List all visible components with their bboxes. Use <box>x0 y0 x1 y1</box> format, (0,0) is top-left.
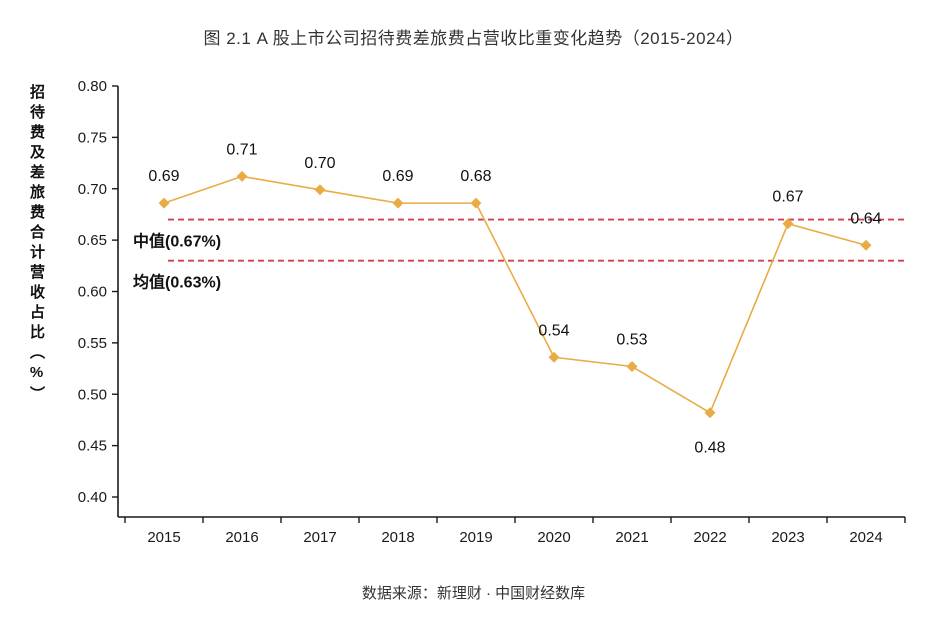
data-point-label: 0.48 <box>694 440 725 457</box>
x-tick-label: 2017 <box>303 529 336 546</box>
x-tick-label: 2024 <box>849 529 882 546</box>
chart-title: 图 2.1 A 股上市公司招待费差旅费占营收比重变化趋势（2015-2024） <box>203 29 744 48</box>
x-tick-label: 2015 <box>147 529 180 546</box>
y-tick-label: 0.80 <box>78 78 107 95</box>
data-point-label: 0.67 <box>772 189 803 206</box>
data-point-label: 0.70 <box>304 155 335 172</box>
series-line <box>163 175 867 414</box>
data-point-label: 0.54 <box>538 322 569 339</box>
data-point-marker <box>470 197 482 209</box>
data-point-marker <box>626 361 638 373</box>
data-point-marker <box>314 184 326 196</box>
y-tick-label: 0.75 <box>78 129 107 146</box>
data-point-marker <box>392 197 404 209</box>
data-point-marker <box>704 407 716 419</box>
data-point-label: 0.68 <box>460 168 491 185</box>
x-tick-label: 2022 <box>693 529 726 546</box>
y-tick-label: 0.55 <box>78 335 107 352</box>
data-point-marker <box>548 351 560 363</box>
y-tick-label: 0.45 <box>78 438 107 455</box>
data-point-marker <box>236 170 248 182</box>
x-tick-label: 2019 <box>459 529 492 546</box>
data-point-marker <box>860 239 872 251</box>
reference-line-label-median: 中值(0.67%) <box>133 232 221 251</box>
data-point-label: 0.69 <box>382 168 413 185</box>
data-point-label: 0.69 <box>148 168 179 185</box>
y-tick-label: 0.50 <box>78 386 107 403</box>
x-tick-label: 2021 <box>615 529 648 546</box>
y-tick-label: 0.70 <box>78 181 107 198</box>
y-tick-label: 0.65 <box>78 232 107 249</box>
y-tick-label: 0.60 <box>78 284 107 301</box>
reference-line-label-mean: 均值(0.63%) <box>133 273 221 292</box>
y-axis-title: 招待费及差旅费合计营收占比（%） <box>28 84 45 406</box>
y-tick-label: 0.40 <box>78 489 107 506</box>
data-point-label: 0.53 <box>616 332 647 349</box>
data-point-label: 0.64 <box>850 210 881 227</box>
x-tick-label: 2016 <box>225 529 258 546</box>
data-point-marker <box>158 197 170 209</box>
data-point-label: 0.71 <box>226 141 257 158</box>
x-tick-label: 2020 <box>537 529 570 546</box>
x-tick-label: 2018 <box>381 529 414 546</box>
data-source-caption: 数据来源：新理财 · 中国财经数库 <box>361 585 586 602</box>
x-tick-label: 2023 <box>771 529 804 546</box>
data-point-marker <box>782 218 794 230</box>
